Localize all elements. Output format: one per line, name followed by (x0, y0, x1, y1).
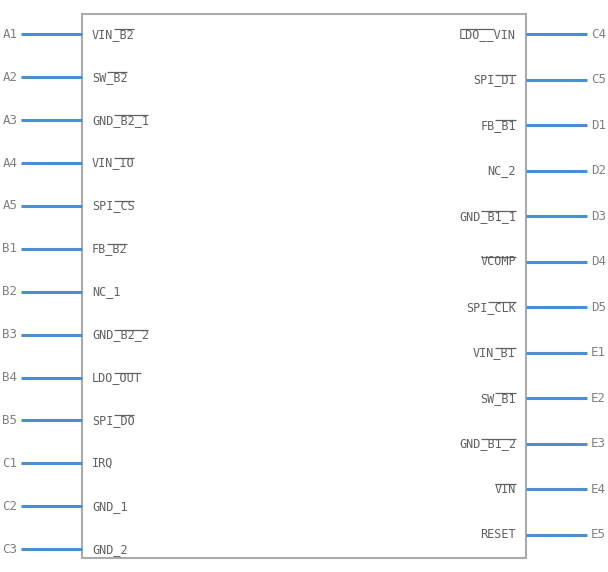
Text: GND_1: GND_1 (92, 500, 128, 513)
Text: SPI_DO: SPI_DO (92, 414, 135, 427)
Text: VCOMP: VCOMP (480, 255, 516, 268)
Text: A5: A5 (2, 200, 17, 212)
Text: C4: C4 (591, 28, 606, 41)
Text: B4: B4 (2, 371, 17, 384)
Text: GND_B2_2: GND_B2_2 (92, 328, 149, 341)
Text: VIN_B2: VIN_B2 (92, 28, 135, 41)
Text: NC_2: NC_2 (488, 164, 516, 177)
Text: IRQ: IRQ (92, 457, 114, 470)
Text: LDO__VIN: LDO__VIN (459, 28, 516, 41)
Text: SW_B2: SW_B2 (92, 71, 128, 84)
Text: C2: C2 (2, 500, 17, 513)
Text: B1: B1 (2, 243, 17, 255)
Text: VIN_IO: VIN_IO (92, 157, 135, 169)
Text: FB_B1: FB_B1 (480, 119, 516, 132)
Text: SW_B1: SW_B1 (480, 392, 516, 405)
Text: B5: B5 (2, 414, 17, 427)
Text: D4: D4 (591, 255, 606, 268)
Bar (82, 14, 526, 558)
Text: VIN_B1: VIN_B1 (473, 346, 516, 359)
Text: E3: E3 (591, 438, 606, 450)
Text: D2: D2 (591, 164, 606, 177)
Text: E4: E4 (591, 483, 606, 496)
Text: D5: D5 (591, 301, 606, 314)
Text: VIN: VIN (494, 483, 516, 496)
Text: B2: B2 (2, 285, 17, 298)
Text: C5: C5 (591, 73, 606, 86)
Text: C1: C1 (2, 457, 17, 470)
Text: C3: C3 (2, 543, 17, 555)
Text: A4: A4 (2, 157, 17, 169)
Text: GND_B1_2: GND_B1_2 (459, 438, 516, 450)
Text: NC_1: NC_1 (92, 285, 120, 298)
Text: D1: D1 (591, 119, 606, 132)
Text: A3: A3 (2, 114, 17, 126)
Text: SPI_CLK: SPI_CLK (466, 301, 516, 314)
Text: LDO_OUT: LDO_OUT (92, 371, 142, 384)
Text: FB_B2: FB_B2 (92, 243, 128, 255)
Text: SPI_DI: SPI_DI (473, 73, 516, 86)
Text: GND_B1_1: GND_B1_1 (459, 210, 516, 223)
Text: E5: E5 (591, 529, 606, 541)
Text: SPI_CS: SPI_CS (92, 200, 135, 212)
Text: A1: A1 (2, 28, 17, 41)
Text: E2: E2 (591, 392, 606, 405)
Text: RESET: RESET (480, 529, 516, 541)
Text: GND_B2_1: GND_B2_1 (92, 114, 149, 126)
Text: A2: A2 (2, 71, 17, 84)
Text: E1: E1 (591, 346, 606, 359)
Text: GND_2: GND_2 (92, 543, 128, 555)
Text: B3: B3 (2, 328, 17, 341)
Text: D3: D3 (591, 210, 606, 223)
